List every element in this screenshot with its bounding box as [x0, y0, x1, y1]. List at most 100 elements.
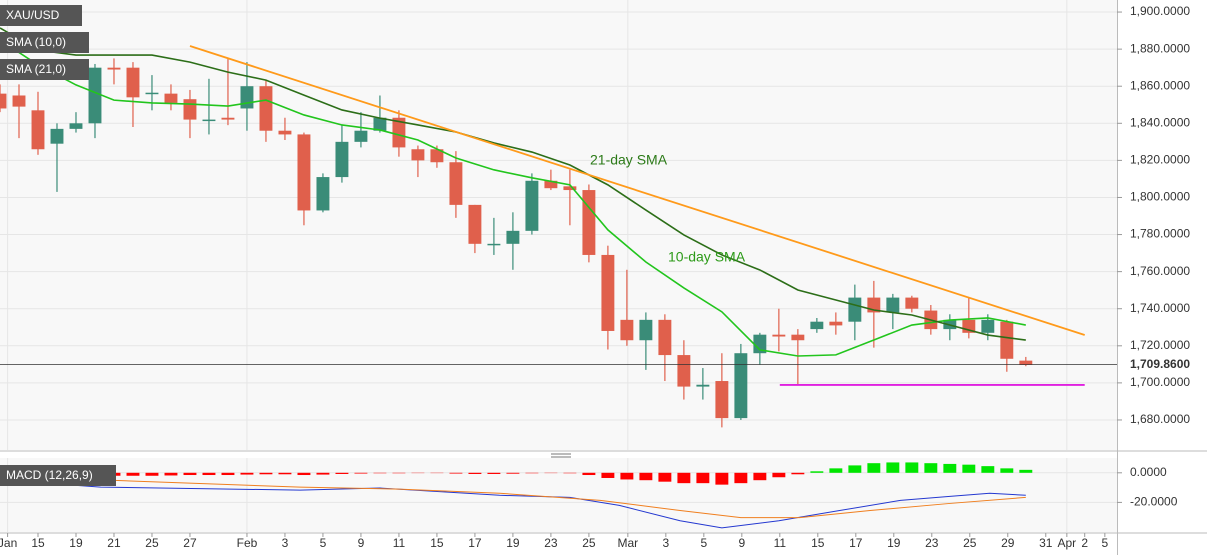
macd-bar: [772, 472, 786, 478]
candle-body: [411, 149, 425, 161]
candle-body: [69, 123, 83, 129]
sma-line: [0, 27, 1026, 341]
candle-body: [506, 230, 520, 244]
macd-bar: [202, 472, 216, 476]
candle-body: [107, 67, 121, 70]
candle-body: [88, 67, 102, 124]
candle-body: [145, 92, 159, 95]
price-tag-label: 1,709.8600: [1130, 357, 1190, 371]
price-tag: [1120, 355, 1205, 374]
x-tick-label: 27: [183, 536, 197, 550]
macd-bar: [867, 463, 881, 473]
x-tick-label: Jan: [0, 536, 17, 550]
candle-body: [696, 384, 710, 387]
candle-body: [430, 149, 444, 163]
macd-bar: [981, 466, 995, 473]
x-tick-label: 2: [1081, 536, 1088, 550]
candle-body: [487, 243, 501, 246]
y-tick-label: 1,740.0000: [1130, 301, 1190, 315]
macd-bar: [468, 472, 482, 474]
candle-body: [278, 130, 292, 135]
candle-body: [677, 355, 691, 387]
legend-box: [0, 32, 89, 53]
macd-bar: [449, 472, 463, 474]
macd-bar: [1019, 469, 1033, 473]
macd-bar: [848, 465, 862, 473]
x-tick-label: 11: [774, 536, 787, 550]
x-tick-label: 5: [700, 536, 707, 550]
candle-body: [981, 319, 995, 333]
macd-line: [0, 479, 1026, 529]
macd-bar: [639, 472, 653, 481]
y-tick-label: 1,680.0000: [1130, 412, 1190, 426]
candle-body: [544, 180, 558, 189]
x-tick-label: 15: [31, 536, 45, 550]
candle-body: [601, 254, 615, 331]
legend-box: [0, 465, 116, 486]
macd-bar: [278, 472, 292, 475]
macd-bar: [677, 472, 691, 484]
candle-body: [734, 353, 748, 419]
x-tick-label: 3: [662, 536, 669, 550]
candle-body: [449, 162, 463, 205]
macd-bar: [582, 472, 596, 476]
y-tick-label: 1,760.0000: [1130, 264, 1190, 278]
legend-box: [0, 59, 89, 80]
macd-bar: [791, 472, 805, 475]
macd-bar: [886, 462, 900, 473]
macd-bar: [221, 472, 235, 476]
x-tick-label: 9: [358, 536, 365, 550]
x-tick-label: 31: [1039, 536, 1053, 550]
x-tick-label: 5: [320, 536, 327, 550]
candle-body: [202, 119, 216, 122]
x-tick-label: 11: [393, 536, 406, 550]
macd-line: [0, 469, 1026, 519]
macd-bar: [905, 462, 919, 473]
candle-body: [31, 110, 45, 150]
macd-bar: [734, 472, 748, 484]
macd-bar: [753, 472, 767, 481]
annotation: 10-day SMA: [668, 249, 746, 265]
y-tick-label: 1,780.0000: [1130, 227, 1190, 241]
macd-bar: [715, 472, 729, 485]
sma-line: [0, 39, 1026, 357]
x-tick-label: 23: [925, 536, 939, 550]
macd-bar: [924, 463, 938, 473]
y-tick-label: 1,880.0000: [1130, 41, 1190, 55]
candle-body: [715, 381, 729, 419]
x-tick-label: 17: [468, 536, 482, 550]
x-tick-label: 19: [887, 536, 901, 550]
candle-body: [772, 334, 786, 337]
pane-handle[interactable]: [551, 453, 571, 458]
candle-body: [50, 128, 64, 144]
macd-bar: [335, 472, 349, 474]
candle-body: [335, 141, 349, 178]
candle-body: [639, 319, 653, 341]
annotation: 21-day SMA: [590, 152, 668, 168]
candle-body: [810, 321, 824, 330]
x-tick-label: 3: [282, 536, 289, 550]
x-tick-label: 15: [811, 536, 825, 550]
macd-bar: [943, 463, 957, 473]
candle-body: [0, 93, 7, 109]
candle-body: [620, 319, 634, 341]
candle-body: [354, 130, 368, 142]
candle-body: [848, 297, 862, 322]
candle-body: [12, 95, 26, 107]
x-tick-label: 15: [430, 536, 444, 550]
candle-body: [221, 117, 235, 120]
candle-body: [886, 297, 900, 313]
macd-bar: [829, 468, 843, 473]
macd-bar: [810, 471, 824, 473]
candle-body: [1000, 321, 1014, 359]
candle-body: [468, 204, 482, 244]
y-tick-label: 1,860.0000: [1130, 78, 1190, 92]
y-tick-label: 0.0000: [1130, 465, 1167, 479]
price-pane: [0, 0, 1117, 450]
macd-bar: [1000, 468, 1014, 473]
candle-body: [164, 93, 178, 103]
x-tick-label: 9: [738, 536, 745, 550]
legend-box: [0, 5, 82, 26]
macd-bar: [316, 472, 330, 475]
